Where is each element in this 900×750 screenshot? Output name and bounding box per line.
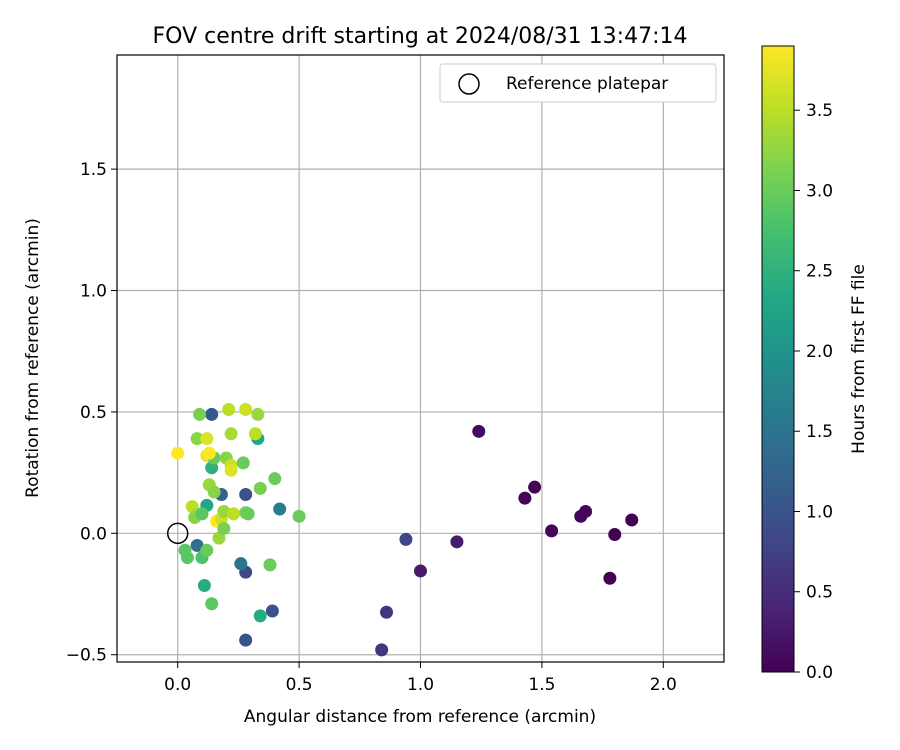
scatter-point bbox=[292, 509, 306, 523]
scatter-point bbox=[545, 524, 559, 538]
scatter-point bbox=[248, 427, 262, 441]
colorbar-tick-label: 2.5 bbox=[806, 262, 833, 282]
scatter-point bbox=[222, 402, 236, 416]
legend: Reference platepar bbox=[439, 63, 717, 103]
y-tick-label: 1.5 bbox=[80, 160, 107, 180]
scatter-point bbox=[207, 485, 221, 499]
legend-box bbox=[439, 63, 717, 103]
scatter-point bbox=[202, 446, 216, 460]
y-tick-label: 0.0 bbox=[80, 524, 107, 544]
colorbar-label: Hours from first FF file bbox=[849, 264, 869, 454]
y-tick-label: 0.5 bbox=[80, 403, 107, 423]
scatter-point bbox=[253, 609, 267, 623]
x-tick-label: 0.0 bbox=[164, 675, 191, 695]
scatter-point bbox=[212, 531, 226, 545]
scatter-point bbox=[399, 532, 413, 546]
scatter-point bbox=[265, 604, 279, 618]
scatter-point bbox=[217, 504, 231, 518]
scatter-point bbox=[197, 579, 211, 593]
scatter-point bbox=[236, 456, 250, 470]
scatter-point bbox=[234, 557, 248, 571]
legend-entry-label: Reference platepar bbox=[506, 74, 668, 94]
colorbar-tick-label: 0.0 bbox=[806, 663, 833, 683]
colorbar-ticks: 0.0 0.5 1.0 1.5 2.0 2.5 3.0 3.5 bbox=[794, 101, 833, 683]
scatter-point bbox=[180, 551, 194, 565]
x-axis-label: Angular distance from reference (arcmin) bbox=[244, 707, 596, 727]
scatter-point bbox=[217, 521, 231, 535]
scatter-point bbox=[579, 504, 593, 518]
scatter-point bbox=[380, 605, 394, 619]
x-tick-label: 0.5 bbox=[286, 675, 313, 695]
colorbar-tick-label: 1.5 bbox=[806, 422, 833, 442]
scatter-point bbox=[528, 480, 542, 494]
scatter-point bbox=[205, 461, 219, 475]
y-tick-label: 1.0 bbox=[80, 282, 107, 302]
scatter-point bbox=[190, 538, 204, 552]
y-tick-label: −0.5 bbox=[66, 646, 107, 666]
chart-title: FOV centre drift starting at 2024/08/31 … bbox=[153, 24, 688, 49]
scatter-point bbox=[239, 633, 253, 647]
x-tick-label: 1.0 bbox=[407, 675, 434, 695]
x-tick-label: 1.5 bbox=[528, 675, 555, 695]
scatter-point bbox=[190, 432, 204, 446]
scatter-point bbox=[205, 597, 219, 611]
scatter-points bbox=[171, 402, 639, 657]
scatter-point bbox=[450, 535, 464, 549]
colorbar-tick-label: 3.0 bbox=[806, 181, 833, 201]
colorbar-tick-label: 3.5 bbox=[806, 101, 833, 121]
scatter-point bbox=[171, 446, 185, 460]
scatter-point bbox=[472, 424, 486, 438]
scatter-point bbox=[268, 472, 282, 486]
scatter-point bbox=[375, 643, 389, 657]
scatter-point bbox=[263, 558, 277, 572]
scatter-point bbox=[518, 491, 532, 505]
scatter-point bbox=[608, 528, 622, 542]
scatter-point bbox=[200, 543, 214, 557]
scatter-point bbox=[224, 463, 238, 477]
scatter-point bbox=[224, 427, 238, 441]
plot-frame bbox=[116, 54, 725, 663]
legend-marker bbox=[458, 73, 480, 95]
y-axis-label: Rotation from reference (arcmin) bbox=[23, 218, 43, 498]
scatter-point bbox=[273, 502, 287, 516]
scatter-point bbox=[193, 407, 207, 421]
colorbar: 0.0 0.5 1.0 1.5 2.0 2.5 3.0 3.5 Hours from firs… bbox=[761, 45, 869, 683]
scatter-point bbox=[414, 564, 427, 578]
scatter-point bbox=[239, 487, 253, 501]
colorbar-tick-label: 2.0 bbox=[806, 342, 833, 362]
scatter-point bbox=[195, 507, 209, 521]
scatter-point bbox=[625, 513, 639, 527]
scatter-point bbox=[227, 507, 241, 521]
colorbar-tick-label: 1.0 bbox=[806, 502, 833, 522]
scatter-point bbox=[205, 407, 219, 421]
scatter-point bbox=[603, 571, 617, 585]
colorbar-gradient bbox=[761, 45, 795, 673]
colorbar-tick-label: 0.5 bbox=[806, 583, 833, 603]
scatter-point bbox=[200, 432, 214, 446]
axis-ticks: 0.0 0.5 1.0 1.5 2.0 −0.5 0.0 0.5 1.0 1.5 bbox=[66, 160, 677, 695]
scatter-point bbox=[239, 402, 253, 416]
scatter-point bbox=[241, 507, 255, 521]
scatter-point bbox=[251, 407, 265, 421]
scatter-point bbox=[253, 481, 267, 495]
reference-platepar-marker bbox=[166, 522, 189, 545]
x-tick-label: 2.0 bbox=[650, 675, 677, 695]
